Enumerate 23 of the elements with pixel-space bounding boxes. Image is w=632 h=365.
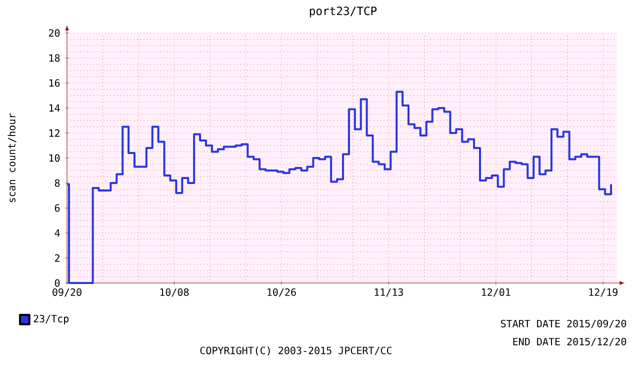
y-tick-label: 6: [54, 204, 60, 212]
text: COPYRIGHT(C) 2003-2015 JPCERT/CC: [200, 346, 392, 356]
text: END DATE 2015/12/20: [513, 338, 626, 346]
x-tick-label: 09/20: [52, 288, 82, 297]
y-tick-label: 2: [55, 254, 60, 262]
x-tick-label: 11/13: [374, 288, 403, 297]
legend-label: 23/Tcp: [34, 314, 69, 324]
y-tick-label: 12: [49, 129, 60, 137]
x-tick-label: 12/01: [482, 288, 510, 297]
y-tick-label: 8: [54, 179, 60, 187]
y-tick-label: 20: [48, 29, 60, 37]
y-tick-label: 14: [49, 104, 60, 112]
y-tick-label: 18: [49, 54, 60, 62]
x-tick-label: 12/19: [589, 288, 618, 297]
y-tick-label: 4: [54, 229, 60, 237]
y-tick-label: 16: [49, 79, 60, 87]
x-tick-label: 10/26: [268, 288, 296, 297]
y-tick-label: 10: [49, 154, 60, 162]
y-tick-label: 0: [54, 279, 60, 287]
chart-title: port23/TCP: [310, 6, 377, 18]
y-axis-title: scan count/hour: [8, 113, 16, 202]
x-tick-label: 10/08: [160, 288, 189, 297]
text: START DATE 2015/09/20: [500, 320, 626, 328]
